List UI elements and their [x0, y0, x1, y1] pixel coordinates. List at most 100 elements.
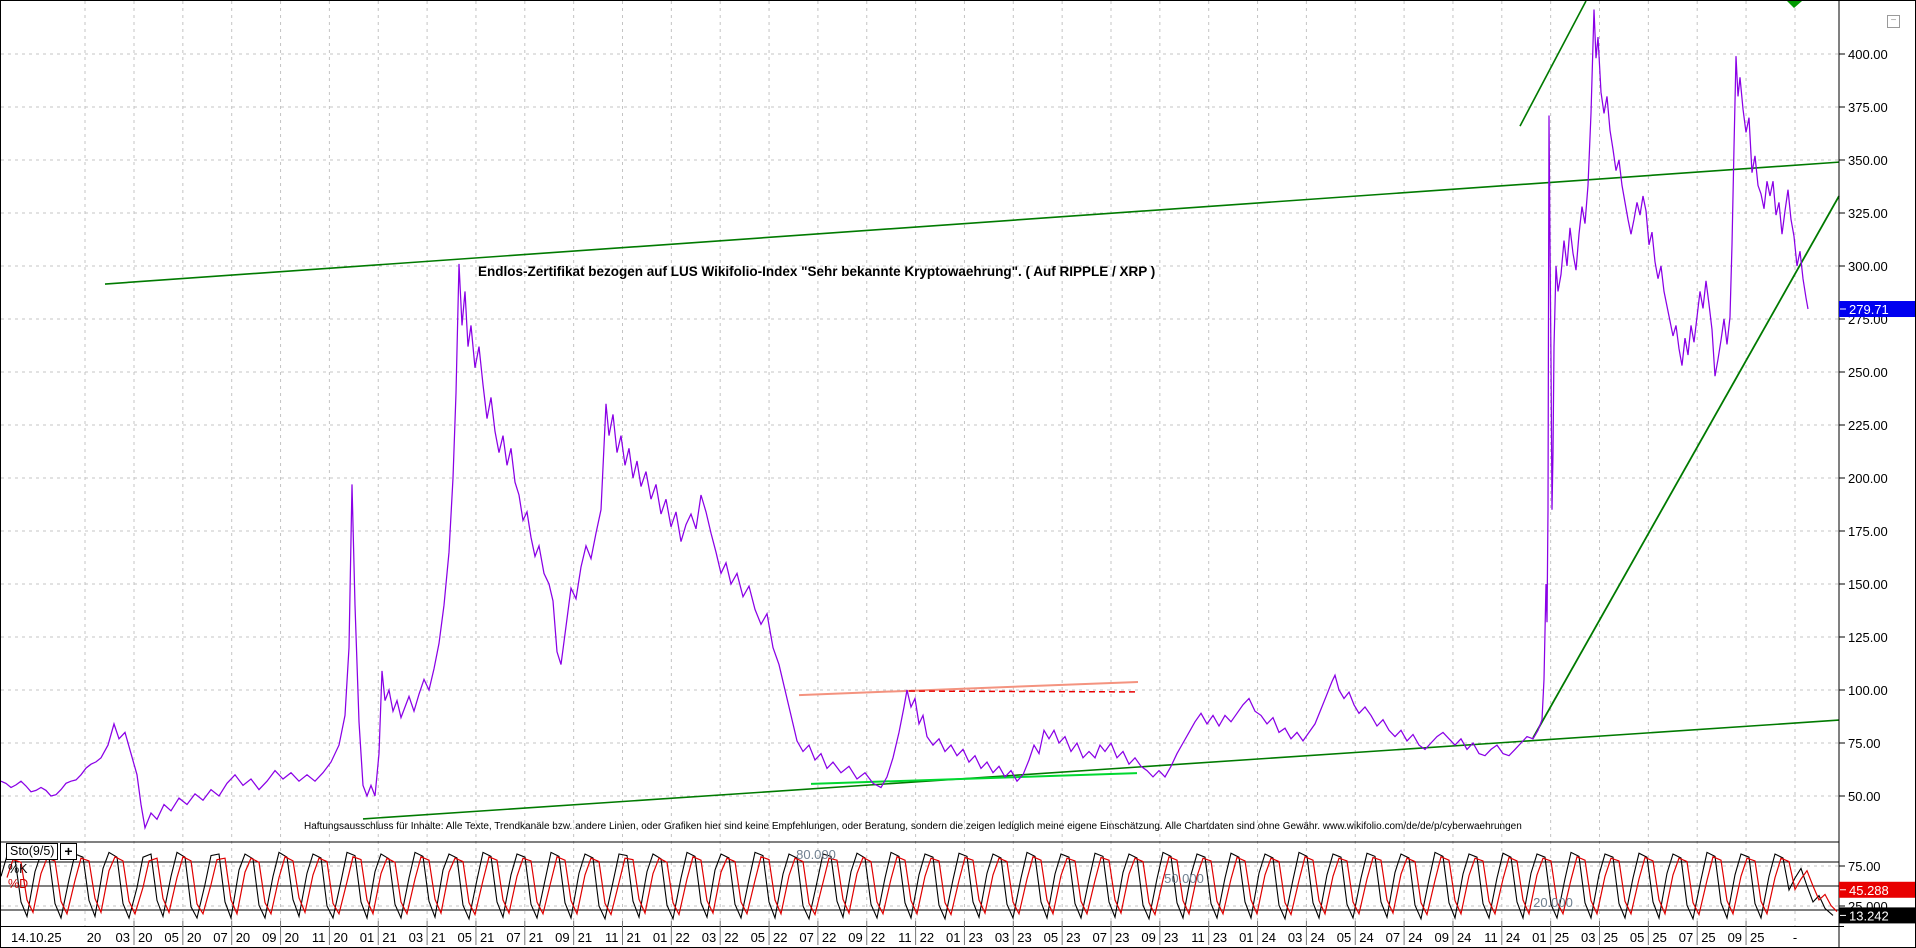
x-axis-year-label: 20: [138, 930, 152, 945]
x-axis-year-label: 24: [1506, 930, 1520, 945]
x-axis-year-label: 22: [675, 930, 689, 945]
stochastic-k-badge: 13.242: [1849, 908, 1889, 923]
x-axis-year-label: 22: [724, 930, 738, 945]
y-axis-label: 400.00: [1848, 47, 1888, 62]
x-axis-month-label: 07: [1386, 930, 1400, 945]
x-axis-month-label: 03: [1581, 930, 1595, 945]
disclaimer-text: Haftungsausschluss für Inhalte: Alle Tex…: [304, 821, 1522, 832]
chart-title: Endlos-Zertifikat bezogen auf LUS Wikifo…: [478, 264, 1156, 279]
y-axis-label: 75.00: [1848, 736, 1881, 751]
x-axis-month-label: 07: [1679, 930, 1693, 945]
y-axis-label: 325.00: [1848, 206, 1888, 221]
osc-y-axis-label: 75.00: [1848, 859, 1881, 874]
x-axis-year-label: 21: [431, 930, 445, 945]
x-axis-month-label: 05: [751, 930, 765, 945]
x-axis-month-label: 05: [1044, 930, 1058, 945]
salmon-resistance[interactable]: [798, 680, 1139, 697]
y-axis-label: 300.00: [1848, 259, 1888, 274]
x-axis-year-label: 21: [480, 930, 494, 945]
x-axis-month-label: 09: [1141, 930, 1155, 945]
x-axis-year-label: 23: [1164, 930, 1178, 945]
x-axis-month-label: 07: [506, 930, 520, 945]
x-axis-month-label: 03: [116, 930, 130, 945]
bright-green-base[interactable]: [810, 772, 1138, 785]
price-line[interactable]: [1, 9, 1809, 831]
stochastic-d-badge: 45.288: [1849, 883, 1889, 898]
trend-arrow-marker: [1787, 1, 1802, 8]
x-axis-year-label: 20: [236, 930, 250, 945]
osc-threshold-label: 50.000: [1164, 871, 1204, 886]
x-axis-month-label: 01: [1532, 930, 1546, 945]
osc-threshold-label: 20.000: [1533, 895, 1573, 910]
add-indicator-button[interactable]: +: [60, 843, 77, 860]
stochastic-d-label: %D: [8, 877, 29, 891]
x-axis-month-label: 05: [164, 930, 178, 945]
steep-rally-support[interactable]: [1532, 195, 1840, 739]
y-axis-label: 150.00: [1848, 577, 1888, 592]
indicator-label[interactable]: Sto(9/5): [6, 843, 59, 860]
last-price-badge-bg: [1839, 301, 1915, 318]
x-axis-month-label: 11: [898, 930, 912, 945]
x-axis-year-label: 21: [578, 930, 592, 945]
x-axis-year-label: 25: [1701, 930, 1715, 945]
x-axis-month-label: 05: [1630, 930, 1644, 945]
y-axis-label: 175.00: [1848, 524, 1888, 539]
x-axis-month-label: 01: [653, 930, 667, 945]
x-axis-month-label: 05: [457, 930, 471, 945]
x-axis-month-label: 11: [1191, 930, 1205, 945]
x-axis-year-label: 21: [529, 930, 543, 945]
x-axis-year-label: 23: [1115, 930, 1129, 945]
x-axis-end-label: -: [1793, 930, 1797, 945]
x-axis-month-label: 07: [1093, 930, 1107, 945]
y-axis-label: 50.00: [1848, 789, 1881, 804]
x-axis-start-date-label: 14.10.25: [11, 930, 62, 945]
x-axis-year-label: 22: [871, 930, 885, 945]
stochastic-d-badge-bg: [1839, 881, 1915, 898]
x-axis-month-label: 09: [555, 930, 569, 945]
x-axis-month-label: 01: [360, 930, 374, 945]
x-axis-label: 20: [87, 930, 101, 945]
x-axis-month-label: 11: [312, 930, 326, 945]
collapse-axis-button[interactable]: −: [1887, 15, 1900, 28]
red-dashed-resistance[interactable]: [908, 690, 1138, 693]
x-axis-month-label: 09: [848, 930, 862, 945]
last-price-badge: 279.71: [1849, 302, 1889, 317]
lower-trend-support[interactable]: [362, 719, 1840, 820]
x-axis-year-label: 24: [1408, 930, 1422, 945]
y-axis-label: 225.00: [1848, 418, 1888, 433]
x-axis-month-label: 05: [1337, 930, 1351, 945]
x-axis-month-label: 03: [1288, 930, 1302, 945]
x-axis-year-label: 22: [822, 930, 836, 945]
y-axis-label: 100.00: [1848, 683, 1888, 698]
x-axis-month-label: 03: [409, 930, 423, 945]
y-axis-label: 200.00: [1848, 471, 1888, 486]
x-axis-month-label: 09: [1434, 930, 1448, 945]
x-axis-month-label: 07: [799, 930, 813, 945]
x-axis-year-label: 24: [1310, 930, 1324, 945]
x-axis-year-label: 24: [1359, 930, 1373, 945]
y-axis-label: 350.00: [1848, 153, 1888, 168]
osc-threshold-label: 80.000: [796, 847, 836, 862]
x-axis-month-label: 11: [605, 930, 619, 945]
x-axis-year-label: 24: [1262, 930, 1276, 945]
y-axis-label: 375.00: [1848, 100, 1888, 115]
x-axis-month-label: 09: [262, 930, 276, 945]
x-axis-month-label: 09: [1728, 930, 1742, 945]
x-axis-year-label: 25: [1604, 930, 1618, 945]
x-axis-month-label: 01: [1239, 930, 1253, 945]
x-axis-year-label: 25: [1555, 930, 1569, 945]
x-axis-year-label: 23: [968, 930, 982, 945]
x-axis-year-label: 21: [382, 930, 396, 945]
stochastic-k-line: [1, 851, 1834, 921]
short-upper-steep[interactable]: [1519, 1, 1587, 127]
x-axis-year-label: 20: [333, 930, 347, 945]
x-axis-year-label: 23: [1017, 930, 1031, 945]
x-axis-year-label: 25: [1652, 930, 1666, 945]
y-axis-label: 250.00: [1848, 365, 1888, 380]
stochastic-k-badge-bg: [1839, 907, 1915, 924]
x-axis-year-label: 21: [627, 930, 641, 945]
x-axis-year-label: 25: [1750, 930, 1764, 945]
x-axis-month-label: 11: [1484, 930, 1498, 945]
